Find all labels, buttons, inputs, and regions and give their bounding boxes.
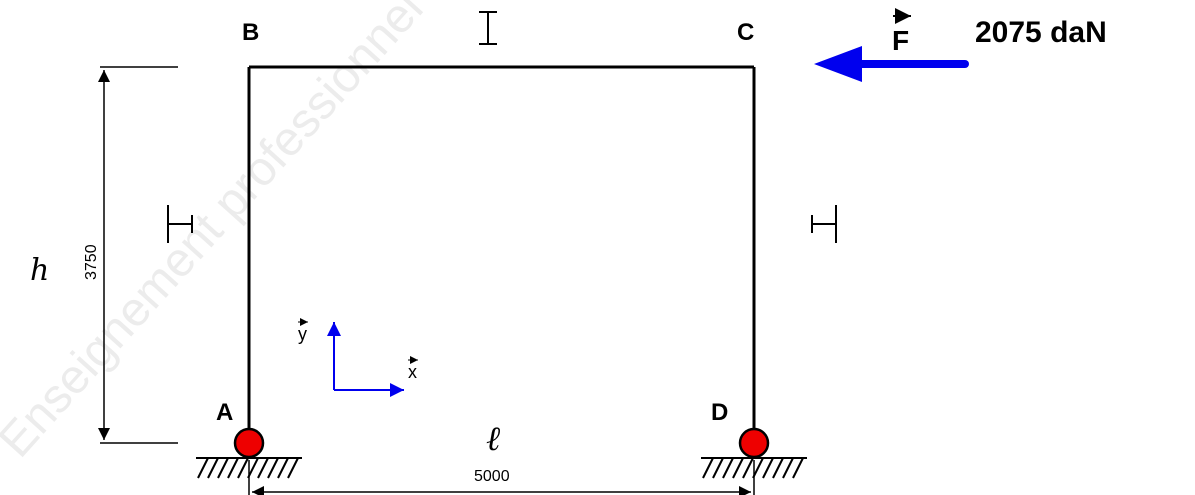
length-value: 5000 bbox=[474, 468, 510, 485]
axis-label-y: y bbox=[298, 318, 308, 344]
ibeam-symbol-beam bbox=[479, 11, 497, 45]
frame bbox=[247, 65, 756, 443]
ibeam-symbol-left-column bbox=[167, 205, 193, 243]
node-label-a: A bbox=[216, 399, 233, 426]
node-label-c: C bbox=[737, 19, 754, 46]
svg-text:x: x bbox=[408, 362, 417, 382]
height-value: 3750 bbox=[83, 244, 100, 280]
axes bbox=[327, 322, 404, 397]
node-label-b: B bbox=[242, 19, 259, 46]
force-arrow bbox=[814, 46, 969, 82]
axis-label-x: x bbox=[408, 356, 418, 382]
watermark-text: Enseignement professionnel bbox=[0, 0, 433, 467]
force-value: 2075 daN bbox=[975, 16, 1107, 49]
node-label-d: D bbox=[711, 399, 728, 426]
svg-text:y: y bbox=[298, 324, 307, 344]
support-d bbox=[701, 427, 807, 479]
height-dimension bbox=[98, 66, 178, 444]
height-symbol: h bbox=[30, 253, 49, 288]
support-a bbox=[196, 427, 302, 479]
pin-support-d-icon bbox=[738, 427, 770, 459]
length-symbol: ℓ bbox=[486, 419, 500, 459]
ibeam-symbol-right-column bbox=[811, 205, 837, 243]
pin-support-a-icon bbox=[233, 427, 265, 459]
svg-text:F: F bbox=[892, 25, 909, 56]
force-symbol: F bbox=[892, 8, 911, 56]
